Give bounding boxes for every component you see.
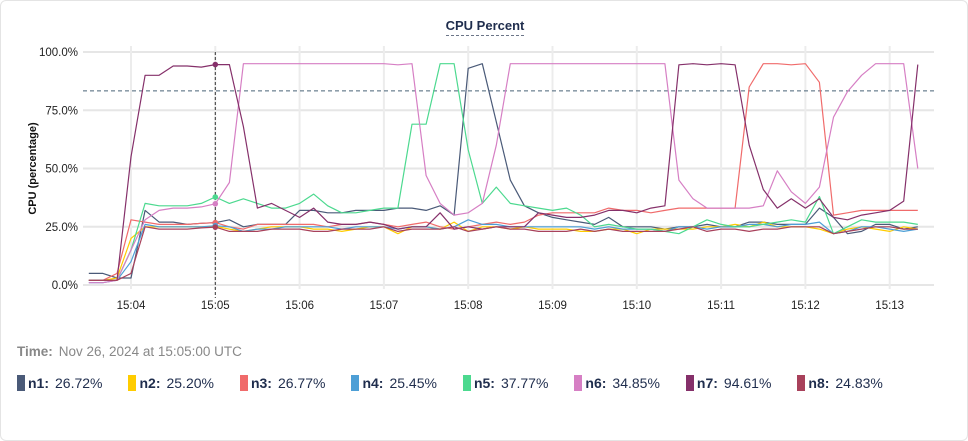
legend-swatch [685, 375, 694, 391]
series-line-n5 [88, 63, 918, 281]
series-line-n8 [88, 226, 918, 281]
legend: n1: 26.72% n2: 25.20% n3: 26.77% n4: 25.45% n5: 3… [17, 375, 917, 391]
legend-item-n7[interactable]: n7: 94.61% [685, 375, 772, 391]
legend-item-n5[interactable]: n5: 37.77% [462, 375, 549, 391]
legend-item-n2[interactable]: n2: 25.20% [128, 375, 214, 391]
cpu-line-chart[interactable]: 0.0% 25.0% 50.0% 75.0% 100.0% 15:04 15:05 15:06… [1, 1, 968, 331]
y-tick-label: 25.0% [45, 222, 78, 234]
legend-swatch [351, 375, 360, 391]
y-tick-label: 50.0% [45, 164, 78, 176]
x-tick-label: 15:04 [117, 300, 146, 312]
x-tick-label: 15:06 [285, 300, 314, 312]
y-tick-label: 0.0% [52, 280, 78, 292]
legend-swatch [574, 375, 583, 391]
y-tick-label: 100.0% [39, 47, 78, 59]
legend-swatch [797, 375, 806, 391]
legend-series-name: n2: [139, 375, 161, 391]
legend-value: 94.61% [723, 375, 772, 391]
chart-title[interactable]: CPU Percent [445, 18, 525, 36]
x-tick-label: 15:10 [622, 300, 651, 312]
series-line-n3 [88, 63, 918, 281]
y-axis-label: CPU (percentage) [27, 122, 39, 215]
legend-swatch [128, 375, 137, 391]
series-line-n2 [88, 221, 918, 281]
chart-title-wrap: CPU Percent [1, 17, 967, 36]
legend-value: 34.85% [612, 375, 660, 391]
legend-item-n3[interactable]: n3: 26.77% [239, 375, 326, 391]
legend-swatch [462, 375, 471, 391]
x-tick-label: 15:07 [370, 300, 399, 312]
legend-swatch [239, 375, 248, 391]
x-tick-label: 15:13 [875, 300, 904, 312]
legend-value: 24.83% [835, 375, 883, 391]
legend-swatch [17, 375, 25, 391]
x-tick-label: 15:12 [791, 300, 820, 312]
hover-point-n8 [212, 224, 219, 230]
y-tick-label: 75.0% [45, 105, 78, 117]
legend-value: 37.77% [500, 375, 549, 391]
legend-value: 26.72% [55, 375, 103, 391]
series-line-n7 [88, 63, 919, 281]
legend-value: 25.45% [389, 375, 437, 391]
hover-time: Time: Nov 26, 2024 at 15:05:00 UTC [17, 344, 242, 359]
hover-point-n6 [212, 200, 219, 207]
legend-series-name: n3: [250, 375, 272, 391]
x-tick-label: 15:05 [201, 300, 230, 312]
legend-series-name: n1: [28, 375, 49, 391]
legend-series-name: n6: [585, 375, 607, 391]
legend-series-name: n7: [696, 375, 718, 391]
x-tick-label: 15:11 [707, 300, 735, 312]
legend-item-n4[interactable]: n4: 25.45% [351, 375, 437, 391]
legend-item-n1[interactable]: n1: 26.72% [17, 375, 102, 391]
x-tick-label: 15:09 [538, 300, 567, 312]
legend-series-name: n5: [473, 375, 495, 391]
hover-point-n7 [212, 61, 219, 68]
legend-series-name: n4: [362, 375, 384, 391]
legend-value: 25.20% [166, 375, 214, 391]
x-tick-label: 15:08 [454, 300, 483, 312]
series-line-n4 [88, 219, 918, 284]
series-line-n6 [88, 63, 919, 284]
time-value: Nov 26, 2024 at 15:05:00 UTC [58, 344, 242, 359]
legend-series-name: n8: [808, 375, 830, 391]
legend-value: 26.77% [277, 375, 326, 391]
hover-point-n5 [212, 194, 219, 200]
legend-item-n8[interactable]: n8: 24.83% [797, 375, 883, 391]
legend-item-n6[interactable]: n6: 34.85% [574, 375, 660, 391]
series-line-n1 [88, 63, 918, 279]
time-label: Time: [17, 344, 53, 359]
